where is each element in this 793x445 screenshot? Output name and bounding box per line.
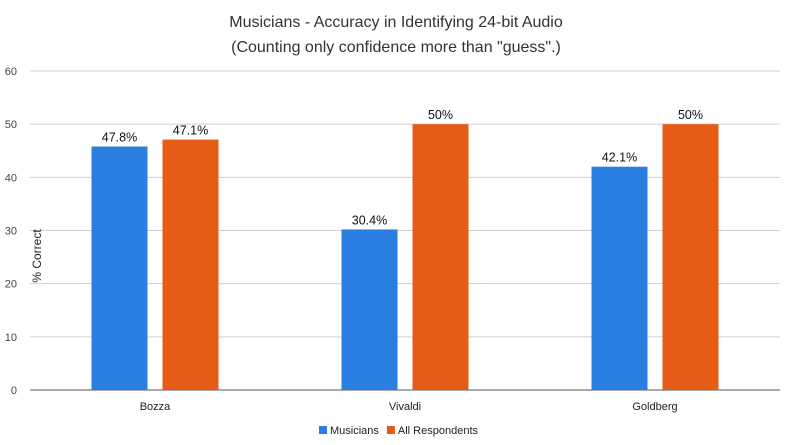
- x-tick-label: Goldberg: [632, 401, 677, 413]
- y-tick-label: 10: [5, 332, 17, 344]
- data-label: 47.8%: [102, 130, 137, 144]
- data-label: 47.1%: [173, 124, 208, 138]
- y-axis-ticks: 0 10 20 30 40 50 60: [5, 66, 17, 397]
- y-axis-label: % Correct: [30, 229, 44, 283]
- legend-label: Musicians: [330, 425, 379, 437]
- x-axis-categories: Bozza Vivaldi Goldberg: [140, 401, 678, 413]
- legend-label: All Respondents: [398, 425, 479, 437]
- chart-subtitle: (Counting only confidence more than "gue…: [231, 39, 561, 56]
- y-tick-label: 40: [5, 172, 17, 184]
- data-label: 50%: [428, 108, 453, 122]
- y-tick-label: 50: [5, 119, 17, 131]
- chart-title: Musicians - Accuracy in Identifying 24-b…: [229, 14, 563, 31]
- y-tick-label: 0: [11, 385, 17, 397]
- y-tick-label: 20: [5, 279, 17, 291]
- bar-all-respondents-goldberg: [662, 124, 719, 391]
- x-tick-label: Bozza: [140, 401, 171, 413]
- bars: 47.8% 47.1% 30.4% 50% 42.1% 50%: [91, 108, 719, 391]
- gridlines: [30, 70, 780, 391]
- data-label: 42.1%: [602, 151, 637, 165]
- y-tick-label: 60: [5, 66, 17, 78]
- x-tick-label: Vivaldi: [389, 401, 421, 413]
- bar-all-respondents-bozza: [162, 139, 219, 390]
- y-tick-label: 30: [5, 226, 17, 238]
- bar-musicians-bozza: [91, 146, 148, 390]
- legend-swatch: [386, 426, 395, 434]
- legend: Musicians All Respondents: [319, 425, 479, 437]
- bar-musicians-vivaldi: [341, 229, 398, 390]
- data-label: 30.4%: [352, 213, 387, 227]
- legend-swatch: [319, 426, 327, 434]
- bar-all-respondents-vivaldi: [412, 124, 469, 391]
- data-label: 50%: [678, 108, 703, 122]
- bar-musicians-goldberg: [591, 166, 648, 390]
